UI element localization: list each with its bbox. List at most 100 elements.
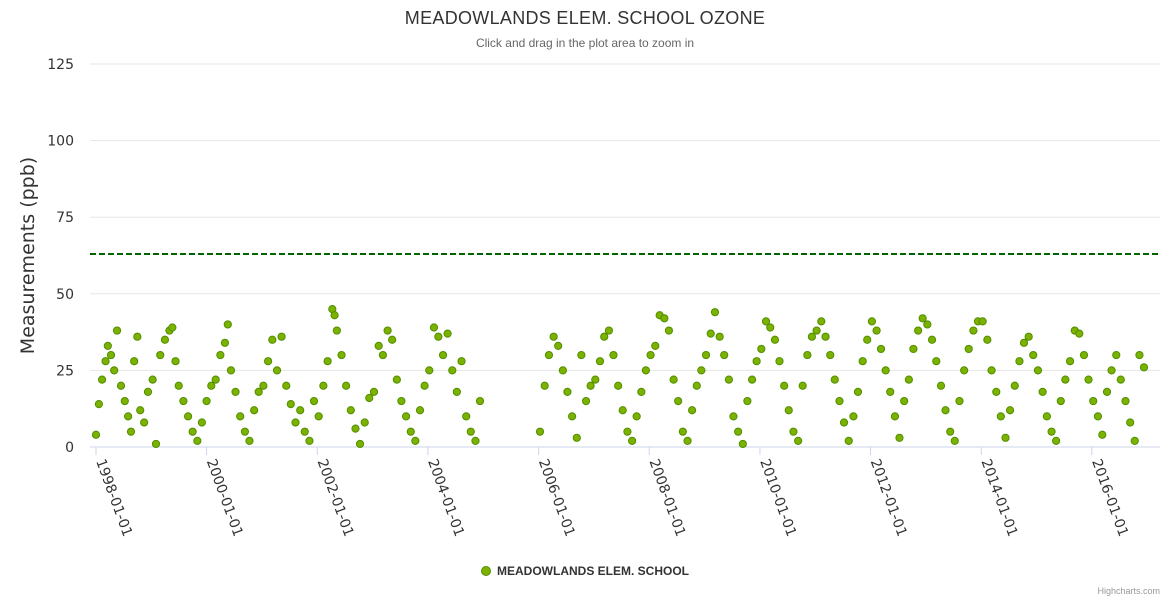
data-point <box>216 350 225 360</box>
data-point <box>462 412 471 421</box>
credits-link[interactable]: Highcharts.com <box>1097 586 1160 596</box>
data-point <box>683 436 692 445</box>
data-point <box>895 433 904 442</box>
data-point <box>807 332 817 341</box>
data-point <box>429 323 439 332</box>
data-point <box>987 366 996 375</box>
data-point <box>1112 350 1121 360</box>
x-tick-label: 2002-01-01 <box>314 457 357 539</box>
chart-plot-area[interactable]: 0 25 50 75 100 125 Measurements (ppb) 1998-01-0… <box>0 0 1170 560</box>
data-point <box>369 387 379 396</box>
x-tick-label: 2016-01-01 <box>1088 457 1131 539</box>
data-point <box>309 396 319 406</box>
data-point <box>923 320 932 329</box>
data-point <box>983 335 992 344</box>
data-point <box>687 406 697 415</box>
data-point <box>1116 375 1125 384</box>
data-point <box>604 326 614 335</box>
data-point <box>803 350 812 360</box>
data-point <box>1075 329 1084 338</box>
data-point <box>110 366 119 375</box>
data-point <box>1005 406 1015 415</box>
data-point <box>558 366 567 375</box>
data-point <box>747 375 757 384</box>
data-point <box>319 381 328 390</box>
chart-title: MEADOWLANDS ELEM. SCHOOL OZONE <box>404 8 766 28</box>
data-point <box>1029 350 1038 360</box>
data-point <box>193 436 202 445</box>
data-point <box>554 341 563 350</box>
data-point <box>595 357 605 366</box>
data-point <box>197 418 206 427</box>
data-point <box>549 332 558 341</box>
data-point <box>660 314 669 323</box>
data-point <box>1047 427 1056 436</box>
data-point <box>535 427 545 436</box>
data-point <box>710 308 720 317</box>
data-point <box>577 350 586 360</box>
chart-subtitle: Click and drag in the plot area to zoom … <box>475 36 695 50</box>
data-point <box>914 326 923 335</box>
data-point <box>623 427 632 436</box>
data-point <box>411 436 420 445</box>
data-point <box>94 400 103 409</box>
x-tick-label: 1998-01-01 <box>92 457 135 539</box>
data-point <box>1089 396 1098 406</box>
data-point <box>160 335 170 344</box>
data-point <box>955 396 964 406</box>
data-point <box>207 381 216 390</box>
data-point <box>448 366 457 375</box>
y-tick-label: 0 <box>65 440 74 456</box>
data-point <box>268 335 277 344</box>
data-point <box>171 357 180 366</box>
data-point <box>434 332 443 341</box>
data-point <box>245 436 254 445</box>
data-point <box>715 332 724 341</box>
data-point <box>425 366 434 375</box>
data-point <box>844 436 853 445</box>
data-point <box>678 427 687 436</box>
data-point <box>941 406 950 415</box>
data-point <box>964 344 973 354</box>
data-point <box>900 396 909 406</box>
data-point <box>471 436 480 445</box>
legend-item-series[interactable]: MEADOWLANDS ELEM. SCHOOL <box>481 564 689 578</box>
data-point <box>881 366 890 375</box>
x-tick-label: 2000-01-01 <box>203 457 246 539</box>
data-point <box>766 323 775 332</box>
data-point <box>724 375 734 384</box>
data-point <box>863 335 872 344</box>
data-point <box>890 412 900 421</box>
data-point <box>701 350 711 360</box>
data-point <box>1139 363 1149 372</box>
data-point <box>148 375 157 384</box>
data-point <box>240 427 250 436</box>
data-point <box>438 350 448 360</box>
data-point <box>637 387 646 396</box>
data-point <box>1126 418 1135 427</box>
data-point <box>342 381 351 390</box>
data-point <box>1130 436 1139 445</box>
data-point <box>932 357 941 366</box>
data-point <box>632 412 641 421</box>
data-point <box>918 314 927 323</box>
data-point <box>156 350 165 360</box>
data-point <box>641 366 650 375</box>
data-point <box>1061 375 1070 384</box>
data-point <box>1079 350 1089 360</box>
data-point <box>1010 381 1019 390</box>
y-tick-label: 75 <box>56 210 74 226</box>
data-point <box>133 332 142 341</box>
data-point <box>168 323 177 332</box>
data-point <box>272 366 282 375</box>
data-point <box>365 393 374 403</box>
data-point <box>978 317 987 326</box>
data-point <box>586 381 595 390</box>
data-point <box>775 357 784 366</box>
data-point <box>388 335 397 344</box>
data-point <box>692 381 701 390</box>
data-point <box>103 341 112 350</box>
data-point <box>323 357 332 366</box>
data-point <box>1001 433 1010 442</box>
data-point <box>817 317 826 326</box>
